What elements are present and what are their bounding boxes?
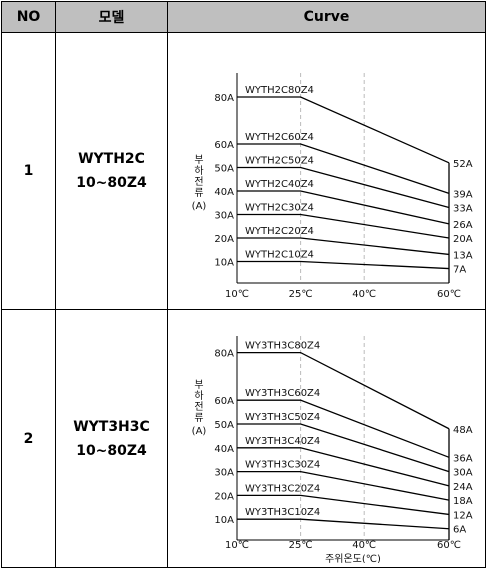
end-value-label: 36A — [453, 453, 473, 464]
table-row: 2 WYT3H3C 10~80Z4 10℃ 25℃ 40℃ 60℃ 주위온도(℃) 부 하 전… — [1, 309, 486, 568]
end-value-label: 48A — [453, 425, 473, 436]
x-tick-label: 10℃ — [225, 289, 249, 300]
x-tick-label: 25℃ — [289, 289, 313, 300]
series-name-label: WYTH2C20Z4 — [245, 226, 314, 237]
row-number: 2 — [1, 309, 56, 568]
series-line — [237, 260, 450, 270]
row-number: 1 — [1, 32, 56, 310]
end-value-label: 12A — [453, 510, 473, 521]
model-cell: WYTH2C 10~80Z4 — [55, 32, 168, 310]
start-value-label: 60A — [214, 140, 234, 151]
y-axis-title-char: 전 — [194, 401, 203, 413]
series-name-label: WY3TH3C50Z4 — [245, 412, 320, 423]
end-value-label: 6A — [453, 525, 466, 536]
end-value-label: 13A — [453, 250, 473, 261]
table-row: 1 WYTH2C 10~80Z4 10℃ 25℃ 40℃ 60℃ 주위온도(℃) 부하전류… — [1, 32, 486, 317]
series-name-label: WY3TH3C30Z4 — [245, 460, 320, 471]
header-no: NO — [1, 1, 56, 33]
header-curve: Curve — [167, 1, 486, 33]
start-value-label: 20A — [214, 234, 234, 245]
series-line — [237, 447, 450, 487]
series-name-label: WY3TH3C20Z4 — [245, 483, 320, 494]
series-name-label: WY3TH3C40Z4 — [245, 436, 320, 447]
y-axis-title-char: 전 — [194, 176, 203, 188]
end-value-label: 18A — [453, 496, 473, 507]
end-value-label: 7A — [453, 265, 466, 276]
series-line — [237, 213, 450, 239]
y-axis-title-char: 하 — [194, 389, 203, 402]
y-axis-title-char: 부 — [194, 380, 203, 391]
end-value-label: 26A — [453, 220, 473, 231]
start-value-label: 10A — [214, 515, 234, 526]
series-name-label: WY3TH3C10Z4 — [245, 507, 320, 518]
start-value-label: 10A — [214, 258, 234, 269]
series-name-label: WYTH2C60Z4 — [245, 132, 314, 143]
end-value-label: 52A — [453, 159, 473, 170]
start-value-label: 80A — [214, 349, 234, 360]
y-axis-title-unit: (A) — [192, 426, 207, 437]
header-row: NO 모델 Curve — [1, 1, 486, 33]
model-name: WYTH2C — [78, 151, 145, 167]
start-value-label: 30A — [214, 211, 234, 222]
x-tick-label: 40℃ — [352, 289, 376, 300]
header-model: 모델 — [55, 1, 168, 33]
series-line — [237, 351, 450, 430]
series-name-label: WY3TH3C60Z4 — [245, 388, 320, 399]
x-tick-label: 40℃ — [352, 540, 376, 551]
end-value-label: 20A — [453, 234, 473, 245]
series-line — [237, 96, 450, 164]
end-value-label: 24A — [453, 482, 473, 493]
start-value-label: 40A — [214, 444, 234, 455]
start-value-label: 30A — [214, 468, 234, 479]
x-tick-label: 25℃ — [289, 540, 313, 551]
curve-cell: 10℃ 25℃ 40℃ 60℃ 주위온도(℃) 부 하 전 류 (A) 80A WY3TH3C80Z4… — [167, 309, 486, 568]
start-value-label: 60A — [214, 396, 234, 407]
y-axis-title-unit: (A) — [192, 201, 207, 212]
start-value-label: 40A — [214, 187, 234, 198]
y-axis-title-char: 부 — [194, 155, 203, 166]
model-name: WYT3H3C — [73, 418, 150, 435]
series-line — [237, 190, 450, 225]
series-name-label: WYTH2C40Z4 — [245, 179, 314, 190]
x-tick-label: 60℃ — [437, 540, 461, 551]
end-value-label: 39A — [453, 189, 473, 200]
model-range: 10~80Z4 — [76, 442, 147, 459]
model-cell: WYT3H3C 10~80Z4 — [55, 309, 168, 568]
series-name-label: WYTH2C80Z4 — [245, 85, 314, 96]
series-line — [237, 518, 450, 530]
end-value-label: 30A — [453, 468, 473, 479]
series-line — [237, 166, 450, 209]
x-tick-label: 10℃ — [225, 540, 249, 551]
y-axis-title-char: 하 — [194, 164, 203, 177]
x-axis-title: 주위온도(℃) — [325, 304, 381, 305]
series-name-label: WYTH2C30Z4 — [245, 203, 314, 214]
series-line — [237, 399, 450, 458]
series-name-label: WYTH2C50Z4 — [245, 156, 314, 167]
start-value-label: 50A — [214, 164, 234, 175]
y-axis-title-char: 류 — [194, 187, 203, 199]
start-value-label: 20A — [214, 491, 234, 502]
series-line — [237, 237, 450, 256]
start-value-label: 50A — [214, 420, 234, 431]
series-line — [237, 423, 450, 473]
x-tick-label: 60℃ — [437, 289, 461, 300]
series-name-label: WYTH2C10Z4 — [245, 250, 314, 261]
start-value-label: 80A — [214, 93, 234, 104]
series-name-label: WY3TH3C80Z4 — [245, 341, 320, 352]
series-line — [237, 143, 450, 194]
y-axis-title-char: 류 — [194, 412, 203, 424]
model-range: 10~80Z4 — [76, 175, 147, 191]
end-value-label: 33A — [453, 203, 473, 214]
x-axis-title: 주위온도(℃) — [325, 552, 381, 563]
series-line — [237, 494, 450, 516]
series-line — [237, 470, 450, 501]
